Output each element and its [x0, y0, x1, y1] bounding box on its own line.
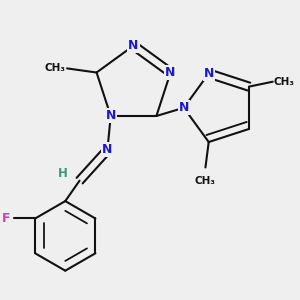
Text: CH₃: CH₃ — [195, 176, 216, 186]
Text: N: N — [203, 67, 214, 80]
Text: N: N — [106, 110, 116, 122]
Text: CH₃: CH₃ — [44, 63, 65, 74]
Text: CH₃: CH₃ — [274, 77, 295, 87]
Text: N: N — [102, 143, 112, 156]
Text: N: N — [178, 101, 189, 114]
Text: N: N — [128, 39, 139, 52]
Text: H: H — [58, 167, 67, 180]
Text: N: N — [165, 66, 176, 79]
Text: F: F — [2, 212, 10, 225]
